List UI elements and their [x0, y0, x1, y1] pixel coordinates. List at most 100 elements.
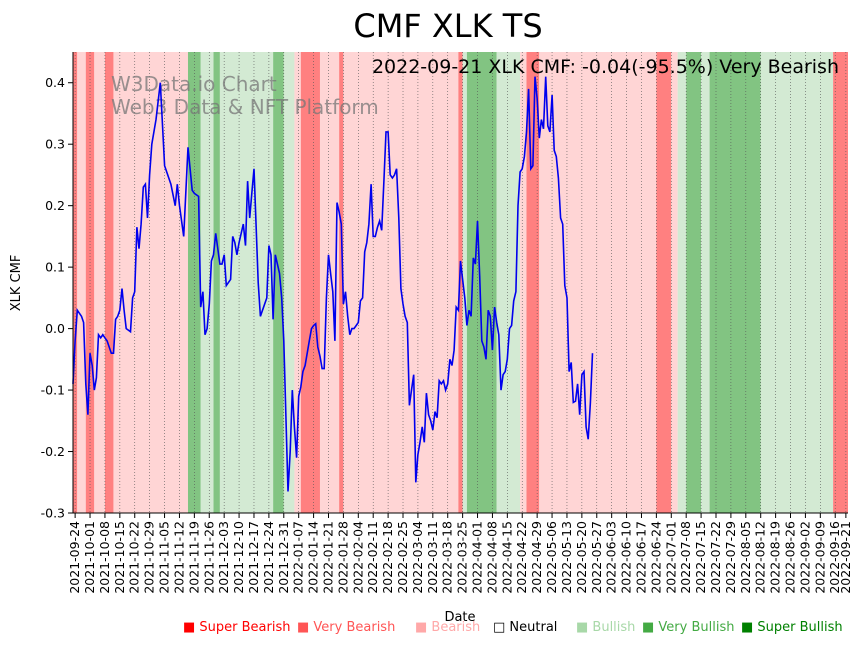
x-tick-label: 2022-04-22: [514, 521, 529, 594]
series-line-xlk-cmf: [72, 76, 594, 492]
x-tick-label: 2022-04-08: [484, 521, 499, 594]
legend-item: ■ Bullish: [576, 620, 636, 635]
x-tick-label: 2022-06-24: [648, 521, 663, 594]
signal-band: [462, 52, 467, 513]
signal-band: [77, 52, 86, 513]
x-axis-label: Date: [444, 610, 475, 625]
signal-band: [104, 52, 114, 513]
x-tick-label: 2022-01-14: [306, 521, 321, 594]
legend: ■ Super Bearish ■ Very Bearish ■ Bearish □ …: [0, 620, 867, 640]
legend-item: ■ Super Bullish: [741, 620, 843, 635]
x-tick-label: 2022-09-16: [827, 521, 842, 594]
legend-item: ■ Very Bearish: [297, 620, 396, 635]
signal-band: [539, 52, 657, 513]
y-tick-label: 0.4: [45, 75, 65, 90]
x-tick-label: 2022-02-18: [380, 521, 395, 594]
signal-band: [85, 52, 95, 513]
x-tick-label: 2021-12-10: [231, 521, 246, 594]
x-tick-label: 2021-12-24: [261, 521, 276, 594]
x-tick-label: 2022-04-15: [499, 521, 514, 594]
signal-band: [319, 52, 340, 513]
signal-band: [760, 52, 834, 513]
signal-band: [677, 52, 687, 513]
x-tick-label: 2022-02-04: [350, 521, 365, 594]
signal-band: [273, 52, 284, 513]
signal-band: [200, 52, 214, 513]
legend-item: □ Neutral: [493, 620, 558, 635]
axes: [72, 52, 848, 514]
x-tick-label: 2021-10-08: [97, 521, 112, 594]
signal-band: [283, 52, 295, 513]
x-tick-label: 2022-07-29: [723, 521, 738, 594]
signal-band: [300, 52, 320, 513]
watermark-line-1: W3Data.io Chart: [111, 72, 277, 96]
x-tick-label: 2022-03-04: [410, 521, 425, 594]
x-tick-label: 2021-11-12: [171, 521, 186, 594]
grid-lines: [74, 52, 847, 513]
signal-band: [709, 52, 761, 513]
x-tick-label: 2022-06-17: [633, 521, 648, 594]
legend-item: ■ Very Bullish: [642, 620, 735, 635]
signal-band: [833, 52, 848, 513]
x-tick-label: 2022-07-01: [663, 521, 678, 594]
y-tick-label: 0.0: [45, 321, 65, 336]
x-tick-label: 2021-12-03: [216, 521, 231, 594]
signal-band: [113, 52, 188, 513]
y-tick-label: -0.2: [41, 444, 65, 459]
x-tick-label: 2021-10-01: [82, 521, 97, 594]
x-tick-label: 2021-10-29: [142, 521, 157, 594]
y-tick-label: -0.1: [41, 383, 65, 398]
x-tick-label: 2022-01-07: [291, 521, 306, 594]
signal-band: [458, 52, 463, 513]
y-ticks: -0.3 -0.2 -0.1 0.0 0.1 0.2 0.3 0.4: [41, 75, 73, 521]
x-ticks: 2021-09-24 2021-10-01 2021-10-08 2021-10-15…: [67, 513, 853, 594]
x-tick-label: 2022-06-03: [604, 521, 619, 594]
x-tick-label: 2022-01-28: [335, 521, 350, 594]
x-tick-label: 2021-12-17: [246, 521, 261, 594]
signal-band: [686, 52, 702, 513]
x-tick-label: 2022-01-21: [320, 521, 335, 594]
x-tick-label: 2022-02-11: [365, 521, 380, 594]
signal-band: [339, 52, 344, 513]
x-tick-label: 2022-07-08: [678, 521, 693, 594]
signal-band: [213, 52, 220, 513]
x-tick-label: 2021-11-26: [201, 521, 216, 594]
signal-band: [656, 52, 672, 513]
x-tick-label: 2022-03-25: [455, 521, 470, 594]
x-tick-label: 2022-05-06: [544, 521, 559, 594]
watermark-line-2: Web3 Data & NFT Platform: [111, 95, 379, 119]
x-tick-label: 2022-03-18: [440, 521, 455, 594]
x-tick-label: 2022-07-22: [708, 521, 723, 594]
legend-item: ■ Bearish: [415, 620, 481, 635]
chart-title: CMF XLK TS: [353, 7, 542, 45]
signal-band: [187, 52, 201, 513]
signal-band: [526, 52, 540, 513]
x-tick-label: 2022-09-02: [797, 521, 812, 594]
signal-band: [73, 52, 78, 513]
x-tick-label: 2021-09-24: [67, 521, 82, 594]
x-tick-label: 2021-11-19: [186, 521, 201, 594]
x-tick-label: 2022-03-11: [425, 521, 440, 594]
signal-band: [294, 52, 301, 513]
x-tick-label: 2022-04-29: [529, 521, 544, 594]
x-tick-label: 2022-05-27: [589, 521, 604, 594]
signal-band: [671, 52, 678, 513]
signal-band: [496, 52, 521, 513]
y-tick-label: 0.1: [45, 260, 65, 275]
x-tick-label: 2021-10-22: [127, 521, 142, 594]
signal-band: [94, 52, 105, 513]
x-tick-label: 2022-02-25: [395, 521, 410, 594]
latest-value-annotation: 2022-09-21 XLK CMF: -0.04(-95.5%) Very B…: [372, 56, 839, 78]
y-tick-label: 0.2: [45, 198, 65, 213]
x-tick-label: 2022-04-01: [470, 521, 485, 594]
x-tick-label: 2022-09-09: [812, 521, 827, 594]
x-tick-label: 2022-08-19: [768, 521, 783, 594]
y-tick-label: -0.3: [41, 506, 65, 521]
x-tick-label: 2022-05-20: [574, 521, 589, 594]
x-tick-label: 2021-11-05: [157, 521, 172, 594]
y-axis-label: XLK CMF: [9, 255, 24, 312]
legend-item: ■ Super Bearish: [183, 620, 291, 635]
x-tick-label: 2022-07-15: [693, 521, 708, 594]
x-tick-label: 2022-08-26: [783, 521, 798, 594]
